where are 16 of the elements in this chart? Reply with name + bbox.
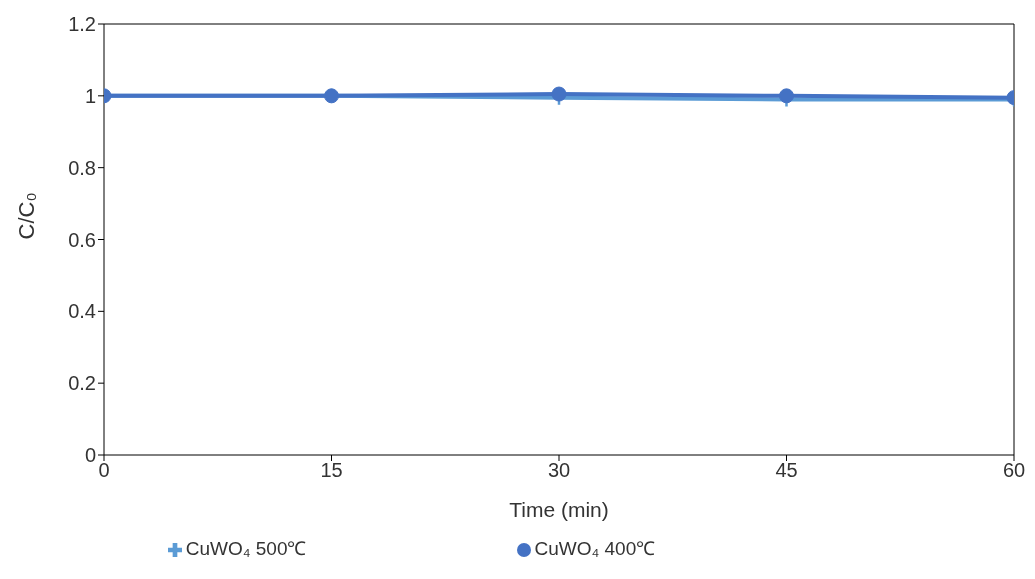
x-axis-title: Time (min) [509, 498, 609, 521]
y-tick-label: 0.8 [68, 156, 96, 179]
legend-label: CuWO₄ 500℃ [185, 538, 307, 559]
y-tick-label: 0 [84, 444, 96, 467]
x-tick-label: 45 [775, 459, 798, 482]
x-tick-label: 30 [547, 459, 571, 482]
legend-label: CuWO₄ 400℃ [534, 538, 656, 559]
y-tick-label: 0.4 [68, 300, 96, 323]
x-tick-label: 0 [98, 459, 110, 482]
y-tick-label: 0.2 [68, 372, 96, 395]
x-tick-label: 15 [320, 459, 343, 482]
y-tick-label: 1 [84, 84, 96, 107]
y-axis-title: C/C₀ [13, 192, 39, 240]
x-tick-label: 60 [1002, 459, 1026, 482]
y-tick-label: 0.6 [68, 228, 96, 251]
y-tick-label: 1.2 [68, 13, 96, 36]
